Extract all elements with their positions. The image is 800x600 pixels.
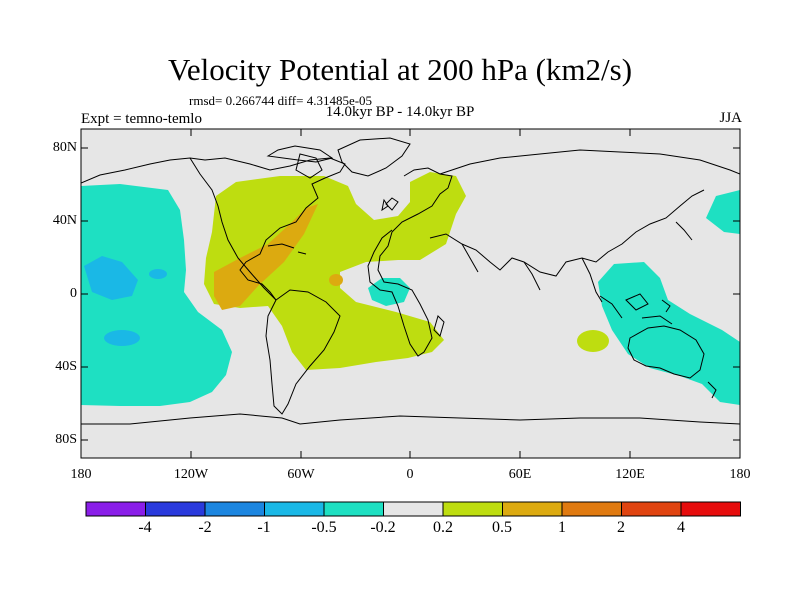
north-pacific-negative-region — [706, 190, 740, 234]
colorbar-label: 1 — [558, 519, 566, 536]
velocity-potential-field — [81, 129, 740, 458]
coastlines — [81, 137, 740, 425]
lon-label-120e: 120E — [615, 467, 645, 482]
season-label: JJA — [719, 110, 742, 126]
colorbar-box — [85, 501, 146, 517]
lat-label-0: 0 — [70, 286, 77, 301]
lon-label-0: 0 — [406, 467, 414, 482]
colorbar-label: 0.2 — [433, 519, 453, 536]
atlantic-positive-core — [329, 274, 343, 286]
colorbar-label: -1 — [257, 519, 271, 536]
negative-patch-small — [149, 269, 167, 279]
colorbar-label: -0.5 — [311, 519, 337, 536]
page-title: Velocity Potential at 200 hPa (km2/s) — [167, 52, 633, 87]
negative-patch-south — [104, 330, 140, 346]
colorbar-box — [502, 501, 563, 517]
atlantic-positive-region — [204, 172, 466, 370]
lon-label-180e: 180 — [729, 467, 751, 482]
colorbar-box — [145, 501, 206, 517]
central-america-positive-core — [214, 204, 318, 310]
lat-label-80s: 80S — [55, 432, 77, 447]
colorbar-label: 2 — [617, 519, 625, 536]
colorbar-label: -2 — [198, 519, 212, 536]
period-label: 14.0kyr BP - 14.0kyr BP — [325, 104, 475, 120]
lat-label-40s: 40S — [55, 359, 77, 374]
indian-ocean-positive-patch — [577, 330, 609, 352]
lon-label-60e: 60E — [508, 467, 532, 482]
experiment-label: Expt = temno-temlo — [81, 111, 202, 127]
lon-label-180w: 180 — [70, 467, 92, 482]
axis-ticks — [81, 129, 740, 458]
colorbar-label: 0.5 — [492, 519, 512, 536]
colorbar-label: -0.2 — [370, 519, 396, 536]
colorbar-box — [442, 501, 503, 517]
stats-label: rmsd= 0.266744 diff= 4.31485e-05 — [189, 93, 373, 108]
lon-label-60w: 60W — [287, 467, 315, 482]
colorbar-boxes — [85, 501, 741, 517]
colorbar-label: 4 — [677, 519, 685, 536]
colorbar-label: -4 — [138, 519, 152, 536]
lat-label-40n: 40N — [52, 213, 77, 228]
maritime-continent-negative-region — [598, 262, 740, 405]
colorbar-box — [264, 501, 325, 517]
colorbar-box — [561, 501, 622, 517]
pacific-negative-region — [81, 184, 232, 406]
colorbar-box — [383, 501, 444, 517]
pacific-stronger-negative-patch — [84, 256, 138, 300]
colorbar-box — [204, 501, 265, 517]
lat-label-80n: 80N — [52, 140, 77, 155]
colorbar-box — [680, 501, 741, 517]
colorbar-box — [621, 501, 682, 517]
colorbar-box — [323, 501, 384, 517]
lon-label-120w: 120W — [173, 467, 209, 482]
